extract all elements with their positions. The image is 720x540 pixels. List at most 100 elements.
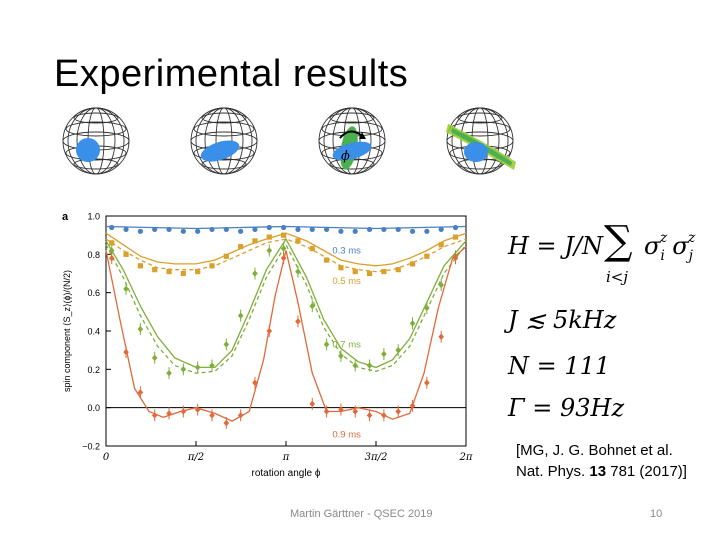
data-point [424, 304, 430, 312]
data-point [281, 224, 287, 231]
data-point [123, 348, 129, 356]
data-point [366, 270, 373, 277]
data-point [237, 412, 244, 419]
summation-symbol: ∑ [604, 218, 633, 264]
page-number: 10 [650, 508, 663, 520]
data-point [381, 226, 387, 233]
data-point [280, 245, 287, 252]
theory-curve-0.7-ms [105, 237, 467, 369]
slide-title: Experimental results [54, 53, 409, 96]
data-point [109, 240, 115, 246]
data-point [295, 226, 301, 233]
data-point [223, 226, 229, 233]
data-point [237, 312, 244, 319]
data-point [123, 285, 129, 293]
x-tick-label: π [282, 452, 290, 463]
data-point [338, 406, 344, 413]
data-point [366, 362, 373, 369]
data-point [309, 245, 315, 252]
x-tick-label: 2π [459, 452, 473, 463]
theory-curve-0.9-ms [105, 246, 467, 422]
series-label: 0.7 ms [332, 339, 361, 350]
y-tick-label: 0.0 [87, 403, 100, 413]
data-point [166, 226, 172, 233]
coupling-equation: J ≲ 5kHz [508, 306, 617, 334]
footer-author: Martin Gärttner - QSEC 2019 [290, 508, 433, 520]
data-point [395, 346, 402, 354]
data-point [452, 224, 459, 231]
data-point [395, 226, 401, 233]
data-point [137, 263, 143, 269]
citation-volume: 13 [589, 463, 607, 480]
data-point [295, 268, 301, 275]
data-point [209, 263, 215, 269]
data-point [323, 408, 330, 415]
data-point [323, 226, 330, 233]
data-point [166, 268, 172, 275]
data-point [194, 406, 201, 413]
data-point [180, 270, 186, 277]
theory-curve-dashed-0.7-ms [105, 243, 467, 374]
data-point [252, 238, 258, 244]
sigma-j: σ [672, 232, 689, 260]
x-axis-label: rotation angle ϕ [252, 468, 321, 479]
data-point [280, 254, 287, 262]
data-point [352, 408, 359, 415]
data-point [166, 369, 172, 377]
data-point [395, 267, 401, 273]
data-point [252, 270, 258, 277]
data-point [424, 253, 430, 259]
data-point [323, 341, 330, 348]
data-point [438, 242, 444, 248]
y-tick-label: −0.2 [82, 442, 100, 452]
data-point [295, 318, 301, 325]
data-point [352, 362, 359, 369]
hamiltonian-equation: H = J/N [508, 232, 603, 260]
data-point [223, 341, 230, 348]
sigma-i: σ [644, 232, 661, 260]
bloch-spheres-row: ϕ [58, 96, 528, 188]
data-point [223, 419, 230, 427]
data-point [338, 228, 344, 234]
citation-journal: Nat. Phys. [516, 463, 586, 480]
data-point [109, 224, 115, 231]
data-point [395, 408, 402, 415]
data-point [266, 224, 272, 231]
data-point [209, 412, 215, 419]
x-tick-label: 0 [103, 452, 110, 463]
data-point [352, 268, 358, 275]
data-point [381, 268, 387, 275]
data-point [266, 327, 273, 335]
data-point [180, 408, 187, 415]
decay-rate-equation: Γ = 93Hz [508, 394, 625, 422]
data-point [409, 228, 416, 234]
data-point [123, 251, 129, 257]
spin-component-chart: −0.2 0.0 0.2 0.4 0.6 0.8 1.0 0 π/2 π 3π/2 2π rotatio… [62, 211, 473, 479]
data-point [238, 244, 244, 250]
atom-number-equation: N = 111 [508, 352, 611, 380]
data-point [166, 410, 172, 417]
data-point [266, 234, 272, 240]
y-tick-label: 0.6 [87, 288, 100, 298]
bloch-sphere-rotated: ϕ [318, 107, 386, 175]
y-tick-label: 1.0 [87, 212, 100, 222]
data-point [152, 226, 158, 233]
data-point [309, 400, 316, 408]
data-point [209, 226, 215, 233]
phi-label: ϕ [341, 149, 350, 164]
data-point [338, 265, 344, 271]
data-point [452, 254, 459, 262]
data-point [409, 320, 416, 327]
data-point [137, 325, 144, 333]
data-point [438, 333, 444, 340]
hamiltonian-lhs: H = J/N [508, 232, 604, 260]
data-point [424, 379, 430, 386]
data-point [338, 352, 344, 360]
data-point [409, 402, 416, 409]
y-tick-label: 0.4 [87, 327, 100, 337]
data-point [309, 226, 315, 233]
bloch-sphere-coherent [62, 107, 130, 175]
data-point [180, 366, 187, 373]
data-point [366, 412, 373, 419]
data-point [309, 302, 316, 310]
